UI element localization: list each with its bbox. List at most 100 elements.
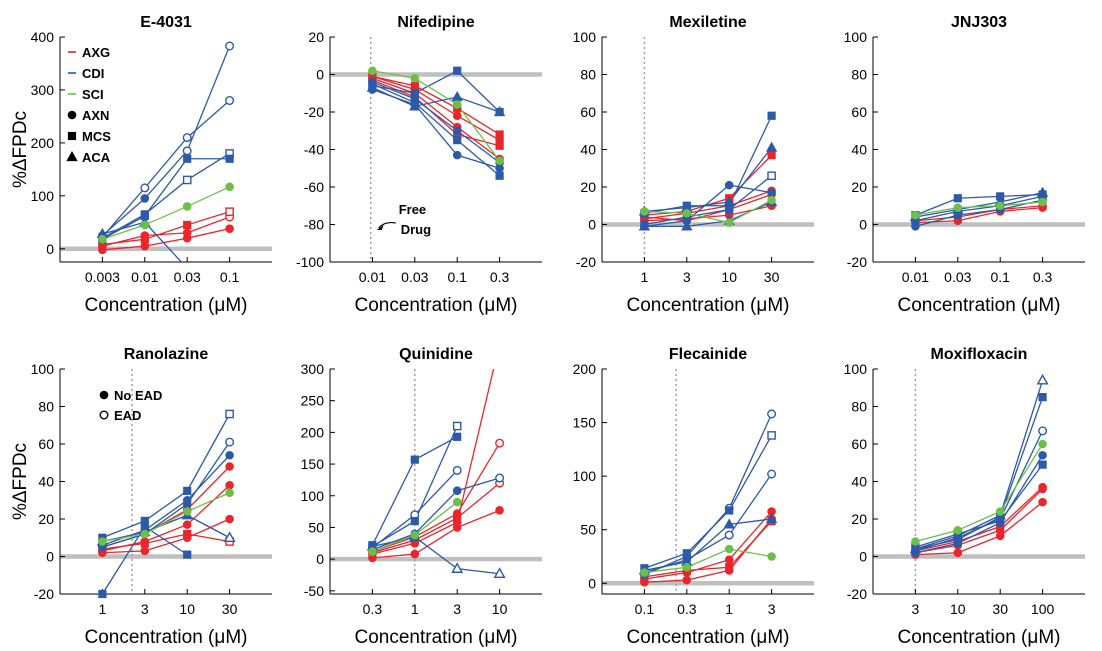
series-line	[372, 83, 501, 177]
markers-group	[909, 373, 1049, 559]
y-tick-label: 60	[38, 436, 54, 452]
x-tick-label: 0.01	[359, 269, 386, 285]
x-tick-label: 0.3	[490, 269, 510, 285]
chart-panel: -20 0 20 40 60 80 100 3 10 30 100 Moxifloxacin Conce…	[844, 346, 1085, 648]
data-point	[724, 180, 734, 190]
series-group	[101, 45, 231, 262]
y-axis-label: %ΔFPDc	[10, 443, 31, 520]
y-tick-label: 60	[580, 104, 596, 120]
series-line	[102, 152, 230, 239]
data-point	[1038, 439, 1047, 449]
data-point	[495, 163, 504, 173]
data-point	[493, 105, 506, 117]
x-axis-label: Concentration (μM)	[354, 295, 517, 316]
chart-panel: -100 -80 -60 -40 -20 0 20 0.01 0.03 0.1 0.3 Nifedip…	[296, 14, 542, 316]
series-line	[372, 75, 500, 136]
data-point	[953, 525, 963, 535]
series-line	[372, 509, 500, 559]
data-point	[495, 171, 504, 180]
y-tick-label: 50	[308, 519, 324, 535]
x-axis-label: Concentration (μM)	[626, 295, 789, 316]
data-point	[410, 517, 419, 526]
series-line	[644, 520, 773, 578]
series-line	[372, 81, 500, 164]
series-line	[915, 486, 1044, 552]
series-line	[102, 228, 230, 251]
series-line	[102, 413, 231, 539]
data-point	[225, 488, 234, 498]
legend-label: AXG	[82, 45, 110, 60]
arrow-head	[376, 225, 384, 230]
x-tick-label: 0.1	[447, 269, 467, 285]
y-tick-label: 200	[573, 361, 597, 377]
series-line	[644, 511, 773, 580]
series-group	[372, 69, 501, 177]
annotation-text: Free	[399, 202, 426, 217]
data-point	[724, 555, 734, 565]
data-point	[183, 529, 192, 539]
data-point	[452, 518, 462, 527]
x-tick-label: 0.1	[990, 269, 1010, 285]
x-tick-label: 3	[453, 601, 461, 617]
data-point	[140, 194, 150, 203]
data-point	[765, 141, 778, 152]
series-line	[372, 442, 501, 553]
legend-label: MCS	[82, 129, 111, 144]
data-point	[995, 507, 1005, 516]
data-point	[98, 589, 107, 599]
data-point	[725, 506, 734, 515]
data-point	[225, 207, 234, 217]
data-point	[225, 96, 235, 106]
y-tick-label: 150	[301, 456, 325, 472]
y-axis-label: %ΔFPDc	[10, 111, 31, 188]
data-point	[453, 432, 462, 441]
x-tick-label: 10	[721, 269, 737, 285]
data-point	[225, 182, 234, 192]
series-line	[102, 454, 231, 546]
series-line	[102, 466, 231, 548]
data-point	[953, 194, 962, 203]
data-point	[724, 530, 734, 540]
legend-label: SCI	[82, 87, 104, 102]
data-point	[1038, 497, 1047, 507]
data-point	[724, 218, 734, 227]
y-tick-label: 80	[851, 67, 867, 83]
x-axis-label: Concentration (μM)	[626, 627, 789, 648]
legend-ead: No EAD EAD	[99, 388, 162, 423]
chart-title: Quinidine	[399, 346, 473, 363]
y-tick-label: 60	[851, 436, 867, 452]
x-tick-label: 30	[222, 601, 238, 617]
data-point	[1038, 482, 1047, 492]
data-point	[409, 100, 421, 111]
y-tick-label: -50	[304, 583, 324, 599]
series-line	[102, 514, 230, 543]
series-line	[915, 193, 1043, 216]
series-line	[101, 100, 231, 238]
series-line	[915, 454, 1044, 554]
data-point	[183, 154, 192, 163]
x-tick-label: 0.03	[944, 269, 971, 285]
data-point	[182, 520, 192, 529]
x-tick-label: 10	[492, 601, 508, 617]
data-point	[495, 130, 504, 139]
series-line	[915, 201, 1043, 216]
y-tick-label: 20	[851, 511, 867, 527]
data-point	[495, 438, 505, 448]
free-drug-annotation: Free Drug	[376, 202, 431, 237]
series-line	[644, 175, 773, 226]
series-line	[915, 206, 1043, 224]
y-tick-label: 150	[573, 415, 597, 431]
legend-marker	[99, 390, 109, 400]
series-line	[102, 211, 230, 246]
data-point	[1036, 373, 1049, 385]
x-axis-label: Concentration (μM)	[84, 295, 247, 316]
series-line	[102, 186, 230, 240]
y-tick-label: -80	[304, 217, 324, 233]
series-line	[102, 533, 230, 550]
annotation-arrow	[378, 221, 396, 229]
y-tick-label: -20	[576, 254, 596, 270]
x-tick-label: 1	[99, 601, 107, 617]
data-point	[724, 544, 734, 554]
data-point	[451, 90, 463, 102]
markers-group	[96, 409, 236, 599]
